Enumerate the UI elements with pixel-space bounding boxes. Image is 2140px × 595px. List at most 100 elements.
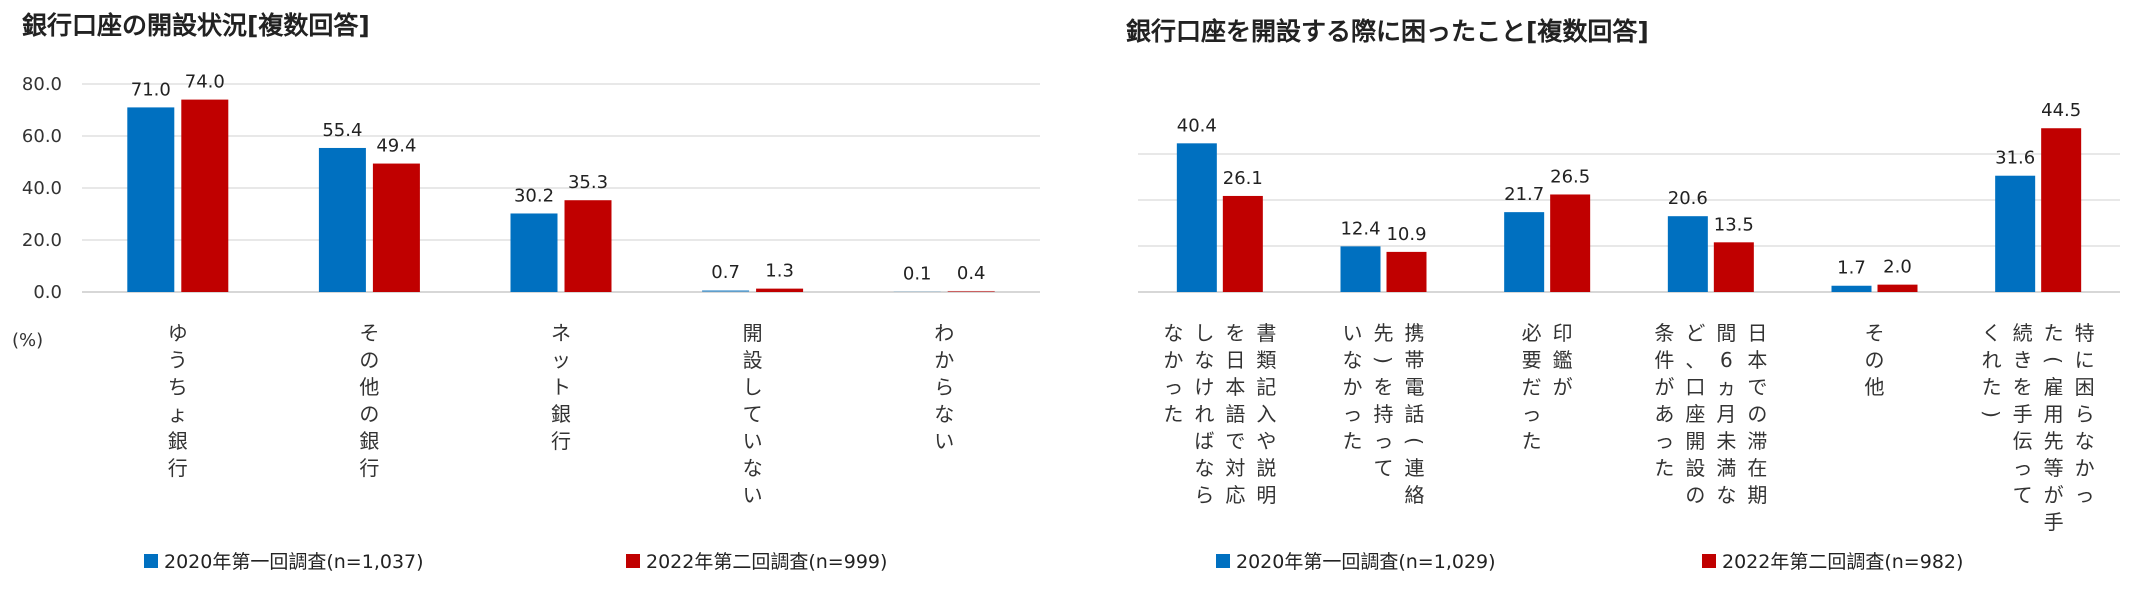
category-char: 語 bbox=[1225, 402, 1245, 426]
category-char: 他 bbox=[359, 375, 379, 399]
category-char: け bbox=[1194, 375, 1214, 399]
category-char: 開 bbox=[1685, 429, 1705, 453]
data-label: 35.3 bbox=[568, 172, 608, 193]
category-char: し bbox=[1194, 321, 1214, 345]
category-char: や bbox=[1256, 429, 1276, 453]
category-char: っ bbox=[1343, 402, 1363, 426]
data-label: 13.5 bbox=[1714, 214, 1754, 235]
category-char: た bbox=[1654, 456, 1674, 480]
category-char: 日 bbox=[1747, 321, 1767, 345]
data-label: 12.4 bbox=[1340, 218, 1380, 239]
category-char: 設 bbox=[743, 348, 763, 372]
data-label: 31.6 bbox=[1995, 148, 2035, 169]
bar-series2-cat3 bbox=[1550, 194, 1591, 292]
bar-series1-cat3 bbox=[1504, 212, 1545, 292]
category-char: ( bbox=[2042, 356, 2066, 364]
legend-label-1: 2020年第一回調査(n=1,037) bbox=[164, 551, 424, 573]
category-char: っ bbox=[2013, 456, 2033, 480]
data-label: 30.2 bbox=[514, 185, 554, 206]
category-char: ば bbox=[1194, 429, 1214, 453]
category-char: を bbox=[2013, 375, 2033, 399]
category-char: 話 bbox=[1405, 402, 1425, 426]
category-char: 用 bbox=[2044, 402, 2064, 426]
category-char: 鑑 bbox=[1553, 348, 1573, 372]
category-char: に bbox=[2075, 348, 2095, 372]
category-char: っ bbox=[1163, 375, 1183, 399]
category-char: 必 bbox=[1522, 321, 1542, 345]
bar-series1-cat2 bbox=[1340, 246, 1381, 292]
category-char: で bbox=[1225, 429, 1245, 453]
category-char: 雇 bbox=[2044, 375, 2064, 399]
bar-series1-cat1 bbox=[127, 107, 175, 293]
category-char: ヵ bbox=[1716, 375, 1736, 399]
category-char: ら bbox=[934, 375, 954, 399]
category-char: 説 bbox=[1256, 456, 1276, 480]
category-char: を bbox=[1225, 321, 1245, 345]
bar-series1-cat4 bbox=[1667, 216, 1708, 292]
category-char: な bbox=[1163, 321, 1183, 345]
category-char: な bbox=[1716, 483, 1736, 507]
category-char: っ bbox=[1522, 402, 1542, 426]
data-label: 55.4 bbox=[322, 120, 362, 141]
category-char: 記 bbox=[1256, 375, 1276, 399]
category-char: が bbox=[1654, 375, 1674, 399]
category-char: 持 bbox=[1374, 402, 1394, 426]
category-char: し bbox=[743, 375, 763, 399]
category-char: 期 bbox=[1747, 483, 1767, 507]
bar-series2-cat3 bbox=[564, 200, 612, 292]
category-char: き bbox=[2013, 348, 2033, 372]
data-label: 0.4 bbox=[957, 263, 986, 284]
category-char: 類 bbox=[1256, 348, 1276, 372]
category-char: 行 bbox=[551, 429, 571, 453]
bar-series1-cat2 bbox=[318, 147, 366, 292]
bar-series1-cat4 bbox=[702, 290, 750, 292]
category-char: 銀 bbox=[168, 429, 188, 453]
category-char: な bbox=[1343, 348, 1363, 372]
category-char: た bbox=[2044, 321, 2064, 345]
data-label: 74.0 bbox=[185, 72, 225, 93]
category-char: た bbox=[1163, 402, 1183, 426]
category-char: 手 bbox=[2044, 510, 2064, 534]
category-char: 等 bbox=[2044, 456, 2064, 480]
category-char: 特 bbox=[2075, 321, 2095, 345]
category-char: た bbox=[1522, 429, 1542, 453]
category-char: そ bbox=[359, 321, 379, 345]
category-char: 連 bbox=[1405, 456, 1425, 480]
chart-bank-account-status: 銀行口座の開設状況[複数回答] 80.0 60.0 40.0 20.0 0.0 (%) 71.… bbox=[12, 11, 1040, 573]
category-char: れ bbox=[1194, 402, 1214, 426]
y-tick-label: 80.0 bbox=[22, 74, 62, 95]
category-char: 手 bbox=[2013, 402, 2033, 426]
y-tick-label: 60.0 bbox=[22, 126, 62, 147]
category-char: 銀 bbox=[359, 429, 379, 453]
legend-swatch-1 bbox=[144, 554, 158, 568]
category-char: ち bbox=[168, 375, 188, 399]
category-char: 未 bbox=[1716, 429, 1736, 453]
category-char: 銀 bbox=[551, 402, 571, 426]
data-label: 40.4 bbox=[1177, 115, 1217, 136]
category-char: い bbox=[743, 429, 763, 453]
category-char: う bbox=[168, 348, 188, 372]
category-char: 他 bbox=[1865, 375, 1885, 399]
bar-series2-cat5 bbox=[1877, 284, 1918, 292]
category-char: 月 bbox=[1716, 402, 1736, 426]
data-label: 0.1 bbox=[903, 264, 932, 285]
category-char: い bbox=[743, 483, 763, 507]
category-char: 、 bbox=[1685, 348, 1705, 372]
category-char: ら bbox=[2075, 402, 2095, 426]
bar-series1-cat6 bbox=[1995, 175, 2036, 292]
data-label: 26.1 bbox=[1223, 168, 1263, 189]
category-char: 間 bbox=[1716, 321, 1736, 345]
legend-swatch-1 bbox=[1216, 554, 1230, 568]
category-char: た bbox=[1982, 375, 2002, 399]
category-char: だ bbox=[1522, 375, 1542, 399]
bar-series2-cat4 bbox=[756, 288, 804, 292]
category-char: 満 bbox=[1716, 456, 1736, 480]
category-char: か bbox=[1163, 348, 1183, 372]
category-char: 先 bbox=[1374, 321, 1394, 345]
